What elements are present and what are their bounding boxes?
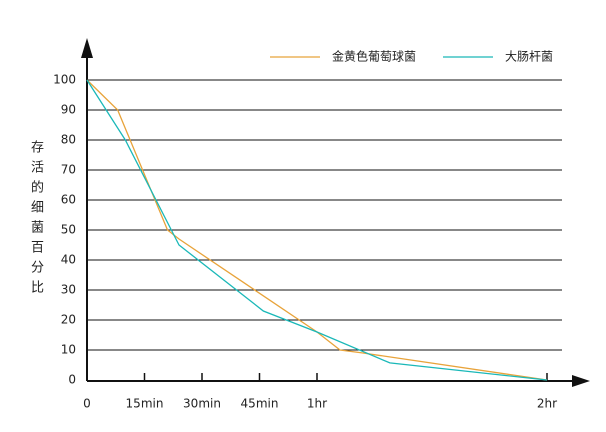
y-tick-label: 50 [61,223,76,237]
series-line [86,79,548,381]
legend-label: 金黄色葡萄球菌 [332,49,416,64]
y-tick-label: 80 [61,133,76,147]
y-tick-label: 20 [61,313,76,327]
y-tick-label: 100 [53,73,76,87]
y-tick-label: 70 [61,163,76,177]
y-tick-label: 10 [61,343,76,357]
x-tick-label: 30min [183,397,221,411]
x-tick-label: 45min [241,397,279,411]
y-axis-label: 存活的细菌百分比 [28,140,43,300]
y-tick-label: 0 [68,373,76,387]
x-tick-label: 15min [126,397,164,411]
x-tick-label: 1hr [307,397,327,411]
x-axis-arrow [572,375,590,387]
y-tick-label: 40 [61,253,76,267]
y-tick-label: 60 [61,193,76,207]
series-line [86,79,548,381]
y-axis-arrow [81,38,93,58]
x-tick-label: 2hr [537,397,557,411]
y-tick-label: 30 [61,283,76,297]
y-tick-label: 90 [61,103,76,117]
legend-label: 大肠杆菌 [505,50,553,64]
x-tick-label: 0 [83,397,91,411]
